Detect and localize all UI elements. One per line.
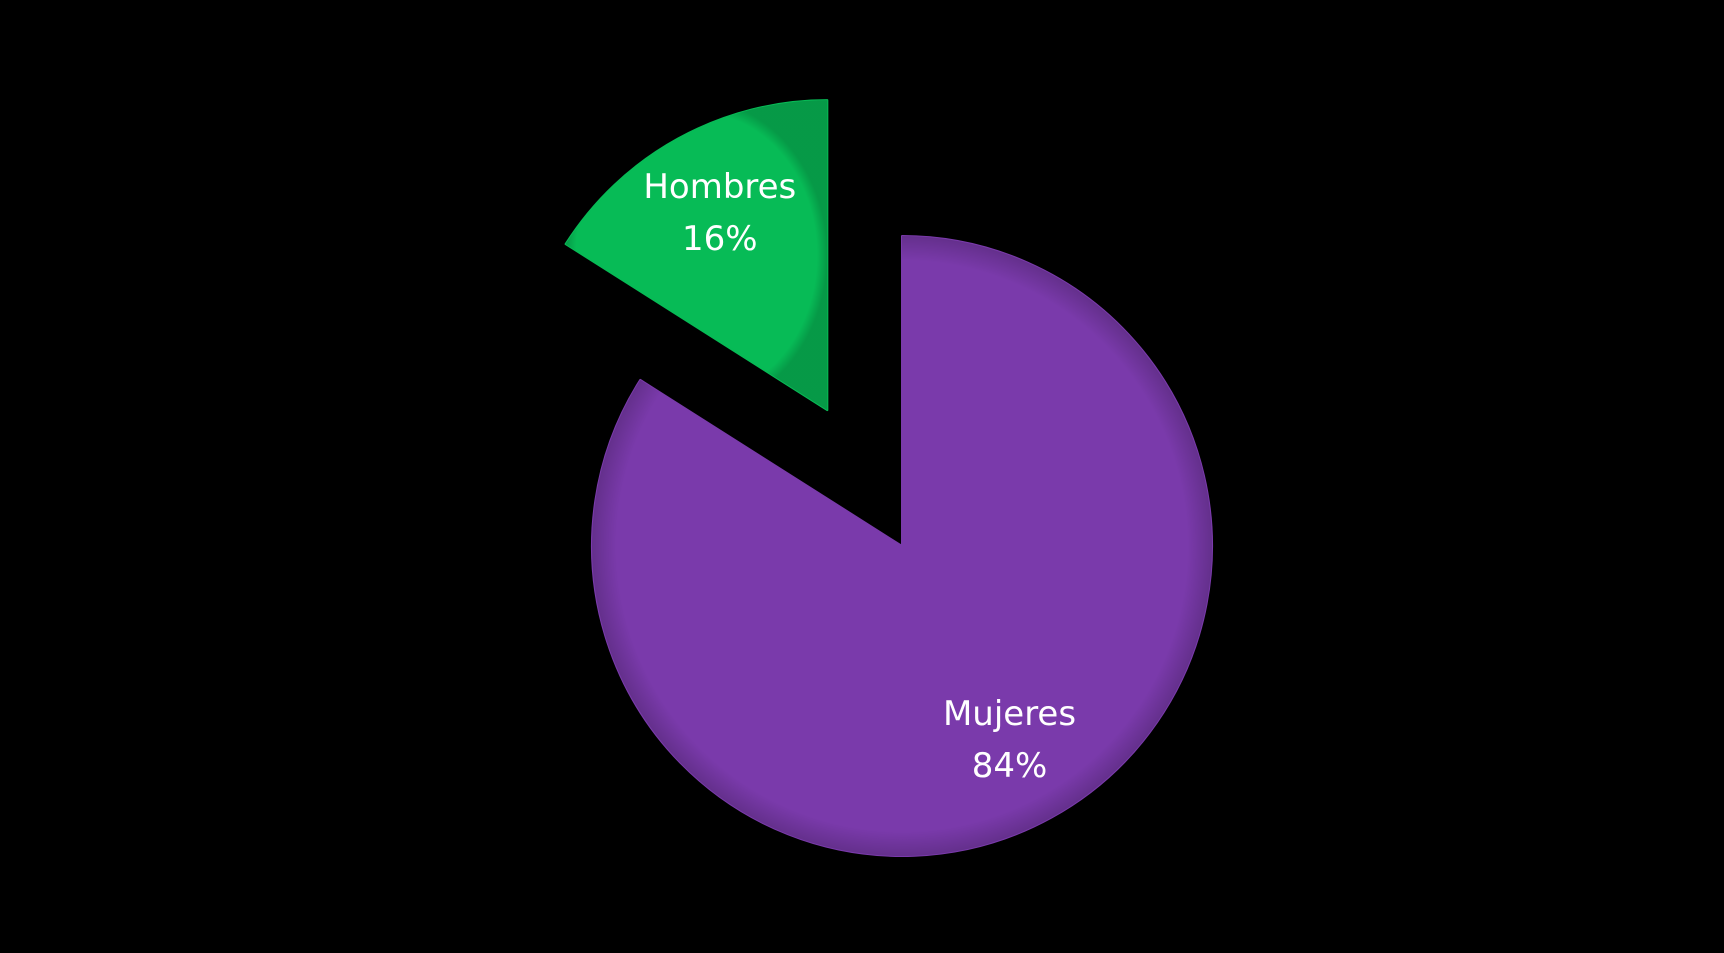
category-label: Mujeres	[943, 694, 1076, 734]
value-label: 84%	[972, 746, 1048, 786]
value-label: 16%	[682, 219, 758, 259]
category-label: Hombres	[643, 167, 796, 207]
